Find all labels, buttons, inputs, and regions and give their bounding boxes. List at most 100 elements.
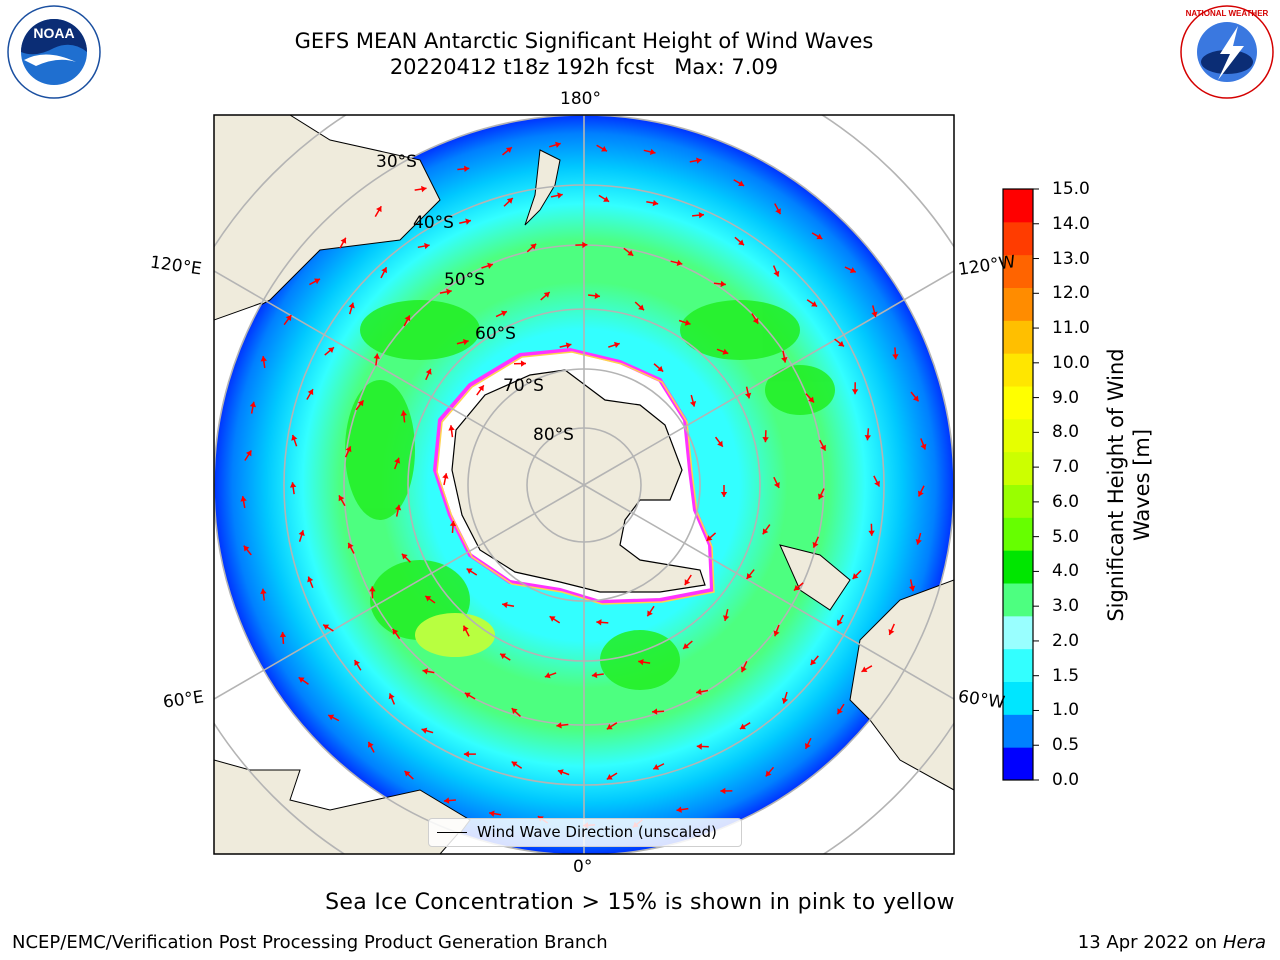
wave-arrow	[298, 530, 305, 542]
wave-arrow	[324, 346, 335, 356]
wave-arrow	[596, 144, 608, 152]
wave-arrow	[696, 743, 709, 750]
colorbar-tick-label: 11.0	[1052, 318, 1090, 339]
wave-arrow	[456, 338, 469, 346]
colorbar-tick-label: 1.0	[1052, 700, 1080, 721]
colorbar-tick-label: 7.0	[1052, 457, 1080, 478]
svg-text:NOAA: NOAA	[33, 25, 74, 41]
lat-label-70s: 70°S	[503, 376, 544, 396]
wave-arrow	[871, 305, 878, 318]
lat-label-60s: 60°S	[475, 324, 516, 344]
wave-arrow	[367, 741, 375, 753]
wave-arrow	[339, 237, 347, 249]
wave-arrow	[836, 703, 845, 715]
wave-arrow	[513, 360, 527, 367]
colorbar-segment	[1003, 386, 1033, 420]
wave-arrow	[591, 671, 604, 679]
wave-arrow	[652, 708, 665, 715]
colorbar-tick-marks	[1033, 188, 1039, 781]
colorbar-segment	[1003, 451, 1033, 485]
wave-arrow	[392, 628, 401, 640]
wave-arrow	[394, 504, 402, 517]
wave-arrow	[344, 445, 352, 458]
wave-arrow	[549, 141, 561, 148]
noaa-logo: NOAA	[7, 5, 101, 99]
wave-arrow	[244, 450, 252, 461]
colorbar-label-line1: Significant Height of Wind	[1104, 348, 1128, 622]
colorbar-tick-label: 3.0	[1052, 596, 1080, 617]
wave-arrow	[327, 714, 340, 722]
wave-arrow	[781, 350, 788, 363]
colorbar-segment	[1003, 484, 1033, 518]
wave-arrow	[706, 532, 717, 542]
wave-arrow	[908, 579, 916, 592]
colorbar-segment	[1003, 714, 1033, 748]
wave-arrow	[557, 769, 570, 776]
wave-arrow	[403, 770, 414, 780]
wave-arrow	[559, 342, 572, 349]
wave-arrow	[442, 473, 449, 486]
wave-arrow	[844, 266, 857, 273]
wave-arrow	[556, 722, 569, 729]
wave-arrow	[348, 302, 355, 315]
wave-arrow	[448, 425, 455, 438]
wave-arrow	[652, 763, 665, 770]
lat-label-50s: 50°S	[444, 270, 485, 290]
wave-arrow	[634, 301, 645, 311]
wave-arrow	[676, 806, 689, 813]
colorbar-segment	[1003, 615, 1033, 650]
wave-arrow	[670, 259, 683, 266]
wave-arrow	[502, 146, 513, 156]
wave-arrow	[716, 348, 729, 355]
wave-arrow	[417, 242, 430, 250]
wave-arrow	[380, 266, 388, 279]
wave-arrow	[424, 595, 436, 604]
wave-arrow	[623, 247, 634, 257]
colorbar-segment	[1003, 189, 1033, 223]
wave-arrow	[689, 394, 697, 407]
wave-arrow	[463, 750, 476, 758]
wave-arrow	[291, 434, 298, 447]
colorbar-segment	[1003, 353, 1033, 387]
wave-arrow	[283, 314, 292, 326]
lon-label-0: 0°	[573, 857, 593, 877]
wave-arrow	[696, 688, 709, 695]
wave-arrow	[720, 787, 733, 795]
wave-arrow	[260, 588, 267, 601]
colorbar-tick-label: 6.0	[1052, 491, 1080, 512]
wave-arrow	[425, 368, 432, 381]
wave-arrow	[723, 609, 730, 622]
wave-arrow	[540, 291, 551, 301]
nws-logo: NATIONAL WEATHER	[1180, 5, 1274, 99]
colorbar-tick-label: 2.0	[1052, 630, 1080, 651]
wave-arrow	[678, 319, 691, 326]
wave-arrow	[834, 338, 845, 348]
wave-arrow	[511, 761, 523, 769]
wave-arrow	[309, 278, 321, 286]
wave-arrow	[481, 262, 494, 269]
max-wave-patch	[415, 613, 495, 657]
wave-arrow	[811, 232, 823, 240]
wave-arrow	[459, 218, 472, 225]
colorbar-tick-label: 13.0	[1052, 248, 1090, 269]
wave-arrow	[550, 192, 563, 199]
wave-arrow	[739, 722, 751, 730]
wave-arrow	[307, 576, 314, 589]
colorbar-tick-label: 9.0	[1052, 387, 1080, 408]
wave-arrow	[744, 386, 752, 399]
lat-label-80s: 80°S	[533, 425, 574, 445]
wave-arrow	[457, 165, 470, 173]
wave-direction-arrows	[240, 141, 927, 829]
wave-arrow	[773, 624, 780, 637]
wave-arrow	[734, 236, 745, 246]
wave-arrow	[549, 615, 561, 624]
wave-arrow	[598, 194, 610, 203]
colorbar-tick-label: 0.0	[1052, 770, 1080, 790]
graticule	[214, 115, 954, 854]
wave-arrow	[338, 494, 346, 507]
wave-arrow	[466, 567, 478, 576]
wave-arrow	[503, 197, 514, 207]
wave-arrow	[393, 457, 401, 470]
wave-arrow	[322, 624, 334, 632]
